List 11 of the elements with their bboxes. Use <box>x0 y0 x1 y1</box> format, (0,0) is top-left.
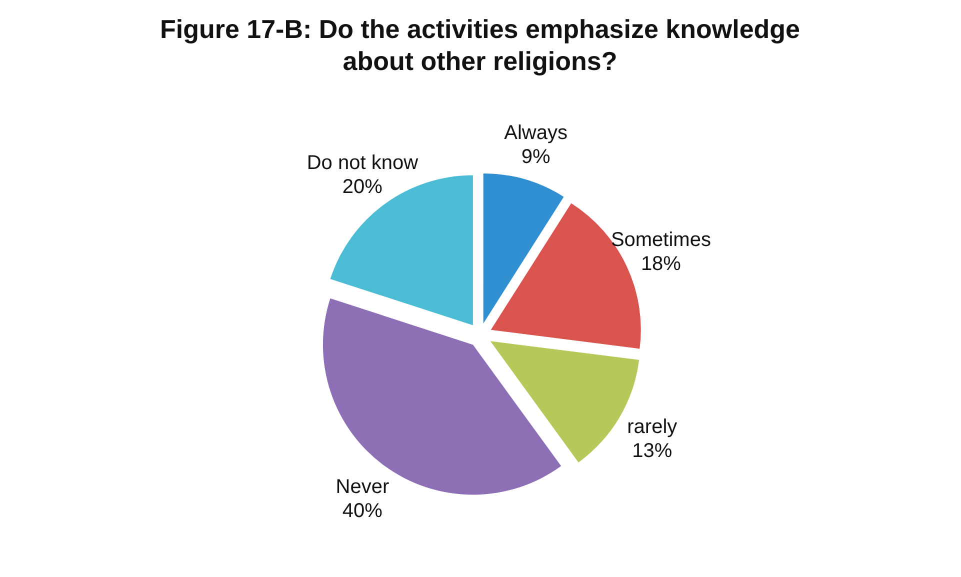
slice-label: Sometimes <box>610 228 711 251</box>
slice-label: Do not know <box>306 152 419 174</box>
chart-title: Figure 17-B: Do the activities emphasize knowledge about other religions? <box>160 14 800 76</box>
data-label: 13% <box>632 440 672 462</box>
data-label: 18% <box>640 252 682 275</box>
data-label: 40% <box>342 500 383 522</box>
data-label: 20% <box>342 176 383 198</box>
data-label: 9% <box>521 146 550 168</box>
slice-label: Never <box>336 476 390 498</box>
slice-label: Always <box>504 122 568 144</box>
slice-label: rarely <box>627 416 678 438</box>
